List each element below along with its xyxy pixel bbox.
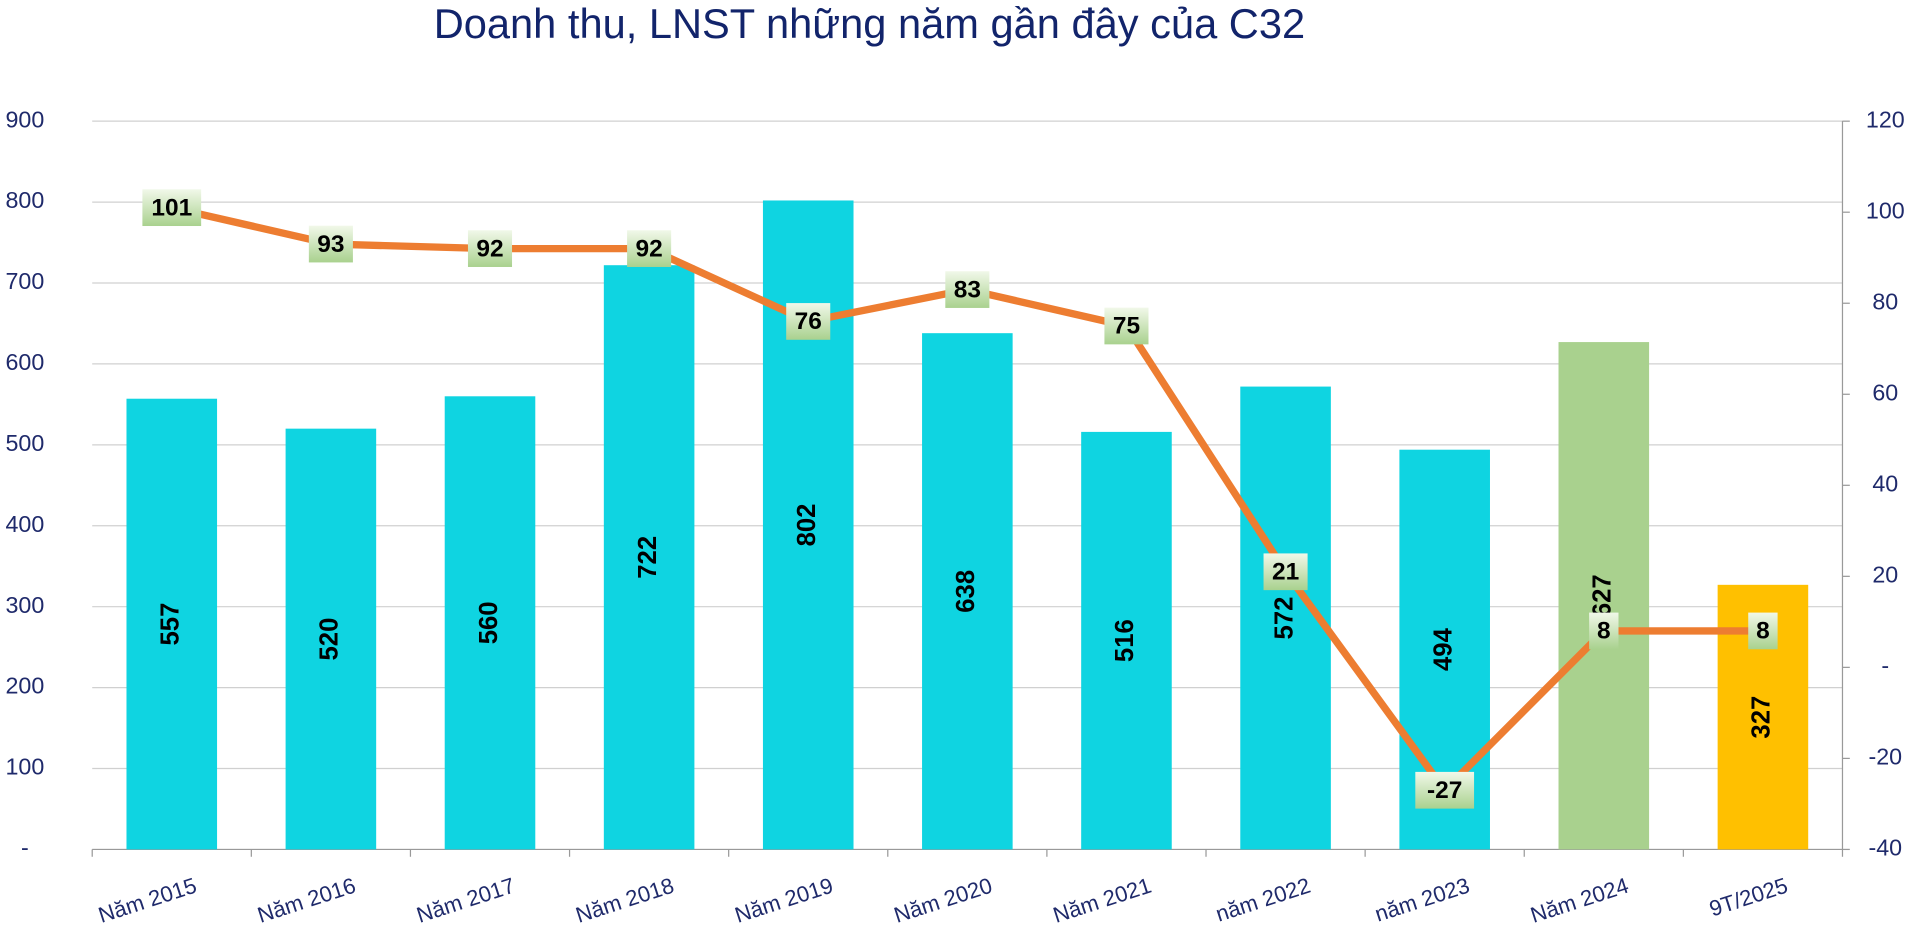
y-tick-label: 800 <box>5 187 44 213</box>
x-tick-label: năm 2023 <box>1372 873 1473 927</box>
line-label-box <box>1415 771 1475 809</box>
bar <box>444 396 536 850</box>
line-label-box <box>142 189 202 227</box>
line-label-box <box>786 303 831 340</box>
bar-label: 802 <box>793 504 821 547</box>
line-label: 92 <box>636 235 663 262</box>
x-tick-label: 9T/2025 <box>1706 873 1791 922</box>
chart-title: Doanh thu, LNST những năm gần đây của C3… <box>434 0 1305 47</box>
bar-label: 638 <box>952 570 980 613</box>
y2-tick-label: 20 <box>1872 561 1898 587</box>
x-tick-label: Năm 2016 <box>254 873 358 928</box>
x-tick-label: Năm 2015 <box>95 873 199 928</box>
y-tick-label: 200 <box>5 673 44 699</box>
x-tick-label: Năm 2017 <box>413 873 517 928</box>
line-label: -27 <box>1427 777 1462 804</box>
y2-tick-label: -40 <box>1869 835 1903 861</box>
y-tick-label: 700 <box>5 268 44 294</box>
line-label: 8 <box>1597 618 1611 645</box>
y2-tick-label: 100 <box>1866 197 1905 223</box>
line-label: 92 <box>476 235 503 262</box>
y2-tick-label: 120 <box>1866 106 1905 132</box>
y-tick-label: 900 <box>5 106 44 132</box>
line-label: 76 <box>795 308 822 335</box>
y-tick-label: 600 <box>5 349 44 375</box>
line-label-box <box>467 230 513 267</box>
line-label-box <box>627 230 672 267</box>
line-label: 83 <box>954 276 981 303</box>
line-label-box <box>1748 612 1778 650</box>
y-tick-label: 100 <box>5 754 44 780</box>
y2-tick-label: -20 <box>1869 744 1903 770</box>
line-label: 8 <box>1756 618 1770 645</box>
bar <box>922 333 1013 850</box>
y-tick-label: 400 <box>5 511 44 537</box>
x-tick-label: năm 2022 <box>1213 873 1314 927</box>
y2-tick-label: - <box>1881 653 1889 679</box>
line-label: 21 <box>1272 558 1299 585</box>
bar <box>126 398 218 850</box>
line-label-box <box>945 271 990 308</box>
bar <box>285 428 377 850</box>
y-tick-label: - <box>21 835 29 861</box>
bar <box>1558 342 1650 850</box>
y2-tick-label: 80 <box>1872 288 1898 314</box>
line-label-box <box>308 225 353 263</box>
bar-label: 327 <box>1748 696 1776 739</box>
x-tick-label: Năm 2024 <box>1527 873 1631 928</box>
x-tick-label: Năm 2018 <box>573 873 677 928</box>
bar-label: 572 <box>1270 597 1298 640</box>
bar <box>1081 431 1172 850</box>
bar-label: 557 <box>157 603 185 646</box>
line-label-box <box>1104 307 1149 345</box>
line-label: 75 <box>1113 313 1140 340</box>
bar <box>603 265 695 850</box>
x-tick-label: Năm 2021 <box>1050 873 1154 928</box>
line-label-box <box>1589 612 1619 650</box>
y-tick-label: 500 <box>5 430 44 456</box>
x-tick-label: Năm 2020 <box>891 873 995 928</box>
line-label: 93 <box>317 231 344 258</box>
bar-label: 560 <box>475 601 503 644</box>
y2-tick-label: 60 <box>1872 379 1898 405</box>
bar-label: 722 <box>634 536 662 579</box>
line-label: 101 <box>151 194 192 221</box>
line-label-box <box>1263 553 1308 591</box>
bar-label: 627 <box>1589 574 1617 617</box>
x-tick-label: Năm 2019 <box>732 873 836 928</box>
bar-label: 520 <box>316 618 344 661</box>
bar-label: 494 <box>1429 627 1457 671</box>
y2-tick-label: 40 <box>1872 470 1898 496</box>
bar-label: 516 <box>1111 619 1139 662</box>
y-tick-label: 300 <box>5 592 44 618</box>
